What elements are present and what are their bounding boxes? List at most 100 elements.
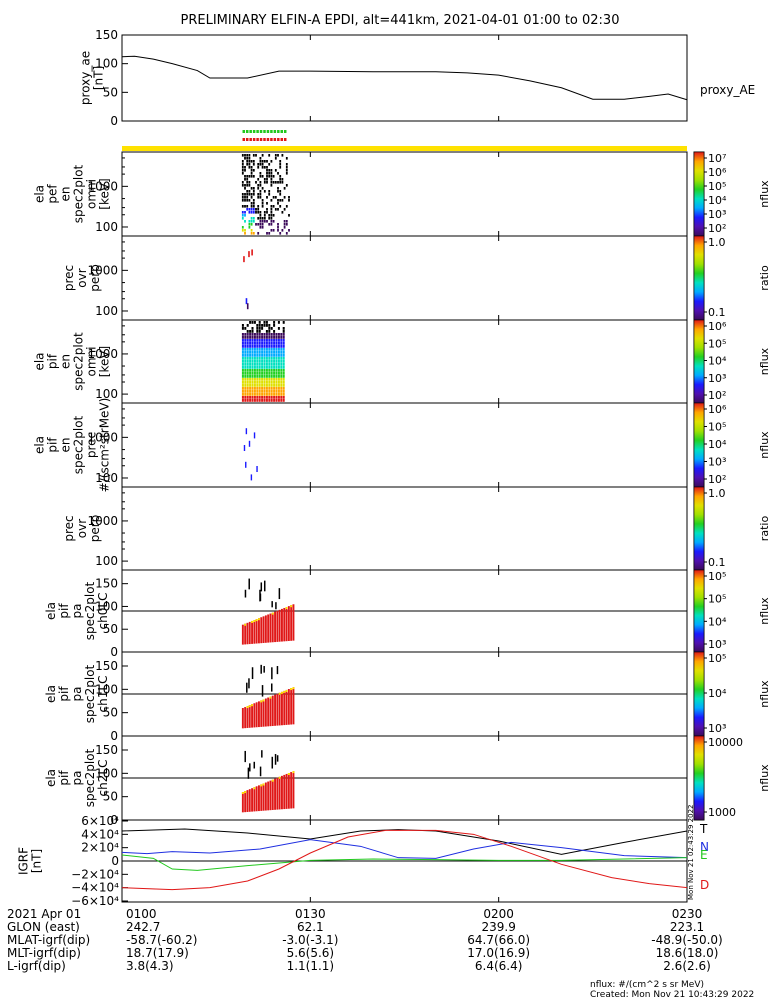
- spectrogram-pixel: [265, 375, 268, 378]
- spectrogram-pixel: [273, 381, 276, 384]
- spectrogram-pixel: [246, 381, 249, 384]
- spectrogram-pixel: [288, 196, 290, 199]
- spectrogram-pixel: [248, 190, 251, 193]
- spectrogram-pixel: [249, 336, 252, 339]
- pitch-angle-pixel: [264, 615, 267, 643]
- spectrogram-pixel: [263, 160, 266, 163]
- spectrogram-pixel: [253, 339, 256, 342]
- spectrogram-pixel: [256, 327, 259, 330]
- spectrogram-pixel: [277, 321, 280, 324]
- spectrogram-pixel: [282, 369, 285, 372]
- spectrogram-pixel: [268, 348, 271, 351]
- flag-mark-green: [263, 130, 266, 133]
- y-tick-label: 100: [95, 220, 118, 234]
- series-line-E: [121, 854, 688, 871]
- y-axis-label-line: en: [59, 438, 73, 453]
- spectrogram-pixel: [250, 193, 253, 196]
- spectrogram-pixel: [252, 232, 255, 235]
- spectrogram-pixel: [265, 360, 268, 363]
- spectrogram-pixel: [279, 163, 282, 166]
- pitch-angle-pixel: [246, 682, 248, 693]
- y-axis-label-line: spec2plot: [83, 664, 97, 723]
- pitch-angle-pixel: [241, 792, 244, 794]
- y-axis-label-line: ela: [33, 185, 47, 203]
- spectrogram-pixel: [280, 333, 283, 336]
- spectrogram-pixel: [248, 154, 251, 157]
- spectrogram-pixel: [263, 357, 266, 360]
- spectrogram-pixel: [283, 208, 286, 211]
- spectrogram-pixel: [277, 369, 280, 372]
- spectrogram-pixel: [253, 372, 256, 375]
- spectrogram-pixel: [259, 157, 262, 160]
- spectrogram-pixel: [246, 199, 249, 202]
- pitch-angle-pixel: [244, 589, 247, 598]
- spectrogram-pixel: [252, 193, 255, 196]
- footer-row-label: 2021 Apr 01: [7, 907, 81, 921]
- spectrogram-pixel: [288, 229, 290, 232]
- spectrogram-pixel: [249, 348, 252, 351]
- spectrogram-pixel: [282, 387, 285, 390]
- spectrogram-pixel: [279, 175, 282, 178]
- spectrogram-pixel: [248, 251, 250, 258]
- footer-value: -58.7(-60.2): [126, 933, 197, 947]
- pitch-angle-pixel: [283, 690, 286, 693]
- flag-mark-green: [242, 130, 246, 133]
- flag-mark-red: [242, 138, 246, 141]
- pitch-angle-pixel: [255, 786, 258, 812]
- pitch-angle-pixel: [271, 612, 274, 643]
- pitch-angle-pixel: [248, 705, 251, 728]
- flag-mark-green: [259, 130, 263, 133]
- spectrogram-pixel: [263, 369, 266, 372]
- spectrogram-pixel: [252, 208, 255, 211]
- spectrogram-pixel: [279, 178, 282, 181]
- spectrogram-pixel: [263, 345, 266, 348]
- spectrogram-pixel: [246, 181, 249, 184]
- spectrogram-pixel: [273, 372, 276, 375]
- y-axis-label-line: [nT]: [92, 66, 106, 90]
- spectrogram-pixel: [268, 330, 271, 333]
- spectrogram-pixel: [241, 172, 244, 175]
- spectrogram-pixel: [251, 327, 254, 330]
- legend-E: E: [700, 848, 708, 862]
- pitch-angle-pixel: [285, 607, 288, 610]
- spectrogram-pixel: [270, 205, 273, 208]
- colorbar-label-text: ratio: [758, 265, 771, 291]
- spectrogram-pixel: [270, 327, 273, 330]
- y-axis-label-line: perp: [88, 515, 102, 543]
- y-axis-label: proxy_ae [nT]: [79, 51, 106, 105]
- y-axis-label-line: pa: [70, 687, 84, 702]
- pitch-angle-pixel: [270, 683, 273, 692]
- spectrogram-pixel: [270, 363, 273, 366]
- spectrogram-pixel: [263, 178, 266, 181]
- quality-flag-strips: [122, 130, 687, 151]
- spectrogram-pixel: [250, 187, 253, 190]
- colorbar-label-text: ratio: [758, 516, 771, 542]
- colorbar-tick-label: 1000: [708, 806, 736, 819]
- spectrogram-pixel: [263, 324, 266, 327]
- spectrogram-pixel: [244, 199, 246, 202]
- spectrogram-pixel: [258, 375, 261, 378]
- spectrogram-pixel: [277, 381, 280, 384]
- spectrogram-pixel: [268, 399, 271, 402]
- spectrogram-pixel: [281, 211, 284, 214]
- panel-prec-ovr-perp-1: 1000 100 prec ovr perp: [62, 235, 688, 321]
- spectrogram-pixel: [270, 229, 273, 232]
- colorbar-label-text: nflux: [758, 597, 771, 625]
- spectrogram-pixel: [251, 336, 254, 339]
- spectrogram-pixel: [272, 229, 275, 232]
- spectrogram-pixel: [244, 384, 247, 387]
- spectrogram-pixel: [270, 399, 273, 402]
- pitch-angle-pixel: [244, 623, 247, 645]
- spectrogram-pixel: [241, 214, 244, 217]
- colorbar-tick-label: 10³: [708, 208, 726, 221]
- spectrogram-pixel: [268, 214, 271, 217]
- spectrogram-pixel: [273, 336, 276, 339]
- flag-mark-green: [277, 130, 280, 133]
- pitch-angle-pixel: [281, 691, 283, 726]
- spectrogram-pixel: [241, 181, 244, 184]
- spectrogram-pixel: [253, 366, 256, 369]
- spectrogram-pixel: [256, 366, 259, 369]
- colorbars: 10⁷10⁶10⁵10⁴10³10²nflux1.00.1ratio10⁶10⁵…: [693, 151, 771, 821]
- y-tick-label: −2×10⁴: [71, 867, 119, 881]
- spectrogram-pixel: [241, 217, 244, 220]
